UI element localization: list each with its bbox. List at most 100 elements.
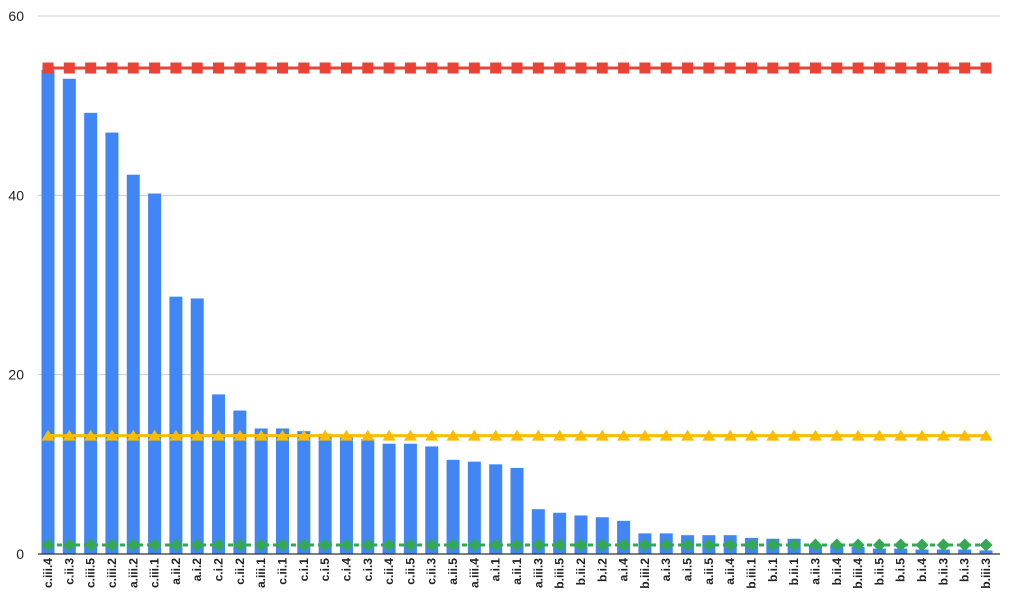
x-tick-label: a.i.3 [659, 558, 673, 582]
bar [41, 69, 55, 555]
x-tick-label: a.ii.2 [169, 558, 183, 585]
bar [489, 464, 503, 554]
diamond-marker [233, 538, 247, 552]
x-tick-label: b.iii.1 [745, 558, 759, 589]
square-marker [788, 62, 800, 74]
square-marker [319, 62, 331, 74]
bar [190, 298, 204, 554]
diamond-marker [894, 538, 908, 552]
square-marker [277, 62, 288, 74]
bar [169, 296, 183, 554]
diamond-marker [936, 538, 950, 552]
triangle-marker [105, 429, 119, 441]
bar [318, 433, 332, 554]
diamond-marker [872, 538, 886, 552]
triangle-marker [212, 429, 226, 441]
triangle-marker [41, 429, 55, 441]
triangle-marker [830, 429, 844, 441]
x-tick-label: c.iii.2 [105, 558, 119, 588]
x-tick-label: c.ii.5 [403, 558, 417, 585]
square-marker [809, 62, 821, 74]
square-marker [468, 62, 480, 74]
x-tick-label: a.ii.3 [808, 558, 822, 585]
diamond-marker [190, 538, 204, 552]
diamond-marker [148, 538, 162, 552]
diamond-marker [595, 538, 609, 552]
triangle-marker [979, 429, 993, 441]
triangle-marker [872, 429, 886, 441]
triangle-marker [425, 429, 439, 441]
square-marker [340, 62, 352, 74]
triangle-marker [403, 429, 417, 441]
square-marker [746, 62, 757, 74]
square-marker [213, 62, 225, 74]
bar [84, 112, 98, 554]
square-marker [362, 62, 374, 74]
triangle-marker [339, 429, 353, 441]
diamond-marker [553, 538, 567, 552]
square-marker [383, 62, 395, 74]
diamond-marker [958, 538, 972, 552]
square-marker [42, 62, 54, 74]
bar [425, 446, 439, 554]
bar [915, 549, 929, 554]
diamond-marker [382, 538, 396, 552]
y-tick-label: 40 [8, 187, 24, 203]
x-tick-label: c.iii.1 [148, 558, 162, 588]
square-marker [596, 62, 608, 74]
diamond-marker [808, 538, 822, 552]
square-marker [895, 62, 907, 74]
square-marker [63, 62, 75, 74]
triangle-marker [936, 429, 950, 441]
triangle-marker [361, 429, 375, 441]
diamond-marker [446, 538, 460, 552]
square-marker [170, 62, 182, 74]
triangle-marker [723, 429, 737, 441]
line-series [41, 62, 993, 552]
square-marker [490, 62, 502, 74]
x-axis: c.iii.4 c.ii.3 c.iii.5 c.iii.2 a.iii.2 c.iii.… [38, 553, 1000, 589]
bar [979, 550, 993, 554]
square-marker [447, 62, 459, 74]
triangle-marker [553, 429, 567, 441]
bar [446, 459, 460, 554]
diamond-marker [105, 538, 119, 552]
triangle-marker [297, 429, 311, 441]
diamond-marker [745, 538, 758, 552]
diamond-marker [169, 538, 183, 552]
bar [382, 443, 396, 554]
diamond-marker [489, 538, 503, 552]
x-tick-label: a.iii.1 [254, 558, 268, 588]
square-marker [980, 62, 992, 74]
bar [510, 467, 524, 554]
x-tick-label: a.i.1 [489, 558, 503, 582]
diamond-marker [638, 538, 652, 552]
square-marker [703, 62, 715, 74]
x-tick-label: c.ii.4 [382, 558, 396, 585]
square-marker [554, 62, 566, 74]
x-tick-label: b.ii.2 [574, 558, 588, 586]
triangle-marker [276, 429, 289, 441]
diamond-marker [339, 538, 353, 552]
triangle-marker [126, 429, 140, 441]
square-marker [85, 62, 97, 74]
bar [297, 431, 311, 554]
x-tick-label: a.ii.4 [723, 558, 737, 585]
x-tick-label: b.i.3 [958, 558, 972, 582]
diamond-marker [297, 538, 311, 552]
x-tick-label: a.ii.5 [446, 558, 460, 585]
diamond-marker [915, 538, 929, 552]
x-tick-label: b.ii.3 [936, 558, 950, 586]
triangle-marker [489, 429, 503, 441]
square-marker [255, 62, 267, 74]
square-marker [852, 62, 864, 74]
x-tick-label: c.i.3 [361, 558, 375, 582]
x-tick-label: c.i.1 [297, 558, 311, 582]
diamond-marker [702, 538, 716, 552]
y-axis: 0 20 40 60 [8, 8, 24, 562]
x-tick-label: c.ii.3 [425, 558, 439, 585]
triangle-marker [894, 429, 908, 441]
diamond-marker [531, 538, 545, 552]
diamond-marker [361, 538, 375, 552]
